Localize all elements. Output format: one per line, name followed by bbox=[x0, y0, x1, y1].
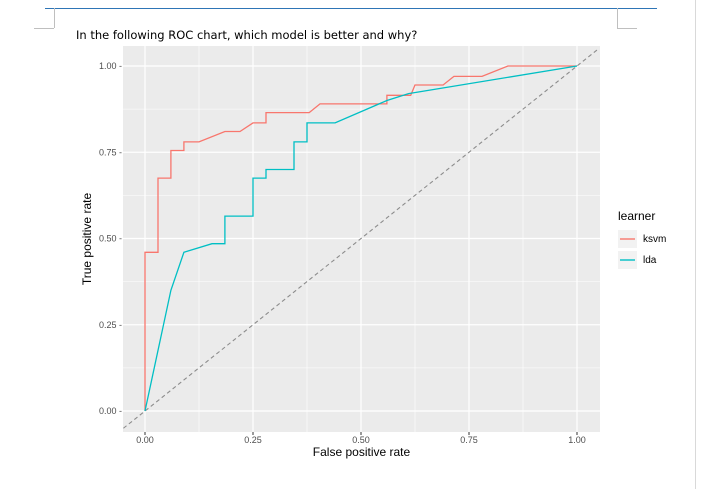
y-tick-label: 1.00 - bbox=[99, 61, 122, 71]
series-line-ksvm bbox=[144, 65, 577, 411]
page-right-edge bbox=[695, 0, 696, 489]
y-tick-label: 0.75 - bbox=[99, 147, 122, 157]
legend-label-lda: lda bbox=[643, 255, 657, 266]
page-corner-mark-left-h bbox=[34, 28, 54, 29]
page-corner-mark-left bbox=[54, 8, 55, 28]
page-corner-mark-right-h bbox=[617, 28, 637, 29]
page-corner-mark-right bbox=[617, 8, 618, 28]
x-tick-label: 0.75 bbox=[460, 435, 478, 445]
legend-title: learner bbox=[618, 209, 655, 223]
x-tick-label: 0.25 bbox=[244, 435, 262, 445]
y-tick-label: 0.00 - bbox=[99, 406, 122, 416]
question-text: In the following ROC chart, which model … bbox=[76, 28, 418, 42]
y-axis-label: True positive rate bbox=[80, 193, 94, 286]
y-tick-label: 0.50 - bbox=[99, 234, 122, 244]
x-tick-label: 1.00 bbox=[568, 435, 586, 445]
y-axis-ticks: 0.00 - 0.25 - 0.50 - 0.75 - 1.00 - bbox=[99, 61, 122, 416]
series-line-lda bbox=[144, 65, 578, 412]
x-tick-label: 0.00 bbox=[136, 435, 154, 445]
x-axis-ticks: 0.00 0.25 0.50 0.75 1.00 bbox=[136, 432, 586, 445]
page-top-rule bbox=[45, 8, 657, 9]
x-axis-label: False positive rate bbox=[313, 445, 411, 459]
x-tick-label: 0.50 bbox=[352, 435, 370, 445]
legend-label-ksvm: ksvm bbox=[643, 234, 666, 245]
reference-diagonal-line bbox=[123, 48, 599, 429]
y-tick-label: 0.25 - bbox=[99, 320, 122, 330]
series-layer bbox=[144, 65, 578, 412]
legend: learner ksvm lda bbox=[618, 209, 666, 269]
